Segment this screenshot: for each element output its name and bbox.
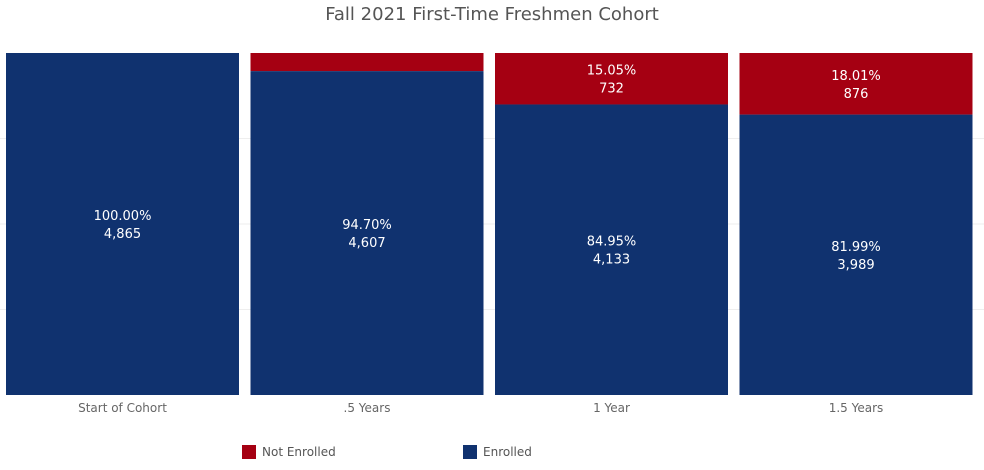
x-tick-label: Start of Cohort bbox=[78, 401, 167, 415]
bar-not-enrolled bbox=[495, 53, 728, 105]
legend-swatch-enrolled bbox=[463, 445, 477, 459]
x-tick-label: 1.5 Years bbox=[829, 401, 884, 415]
x-tick-label: 1 Year bbox=[593, 401, 630, 415]
bar-enrolled bbox=[495, 104, 728, 395]
bar-not-enrolled bbox=[250, 53, 484, 72]
bar-enrolled bbox=[6, 53, 239, 395]
data-label-enrolled-percent: 81.99% bbox=[831, 240, 881, 255]
legend-label-enrolled: Enrolled bbox=[483, 445, 532, 459]
chart-title: Fall 2021 First-Time Freshmen Cohort bbox=[325, 4, 659, 25]
x-tick-label: .5 Years bbox=[344, 401, 391, 415]
data-label-not-enrolled-percent: 18.01% bbox=[831, 69, 881, 84]
data-label-not-enrolled-count: 876 bbox=[844, 87, 869, 102]
data-label-enrolled-count: 3,989 bbox=[837, 258, 874, 273]
data-label-enrolled-percent: 84.95% bbox=[587, 235, 637, 250]
data-label-enrolled-percent: 94.70% bbox=[342, 218, 392, 233]
legend-item-not-enrolled[interactable]: Not Enrolled bbox=[242, 445, 336, 459]
data-label-not-enrolled-percent: 15.05% bbox=[587, 64, 637, 79]
bar-enrolled bbox=[739, 114, 973, 395]
stacked-bar-chart: 100.00% 4,865 Start of Cohort 94.70% 4,607 .5… bbox=[0, 53, 984, 415]
data-label-enrolled-count: 4,607 bbox=[348, 236, 385, 251]
legend-item-enrolled[interactable]: Enrolled bbox=[463, 445, 532, 459]
data-label-not-enrolled-count: 732 bbox=[599, 82, 624, 97]
bar-not-enrolled bbox=[739, 53, 973, 115]
data-label-enrolled-count: 4,133 bbox=[593, 253, 630, 268]
bar-enrolled bbox=[250, 71, 484, 395]
legend-swatch-not-enrolled bbox=[242, 445, 256, 459]
legend-label-not-enrolled: Not Enrolled bbox=[262, 445, 336, 459]
data-label-enrolled-count: 4,865 bbox=[104, 227, 141, 242]
data-label-enrolled-percent: 100.00% bbox=[94, 209, 152, 224]
